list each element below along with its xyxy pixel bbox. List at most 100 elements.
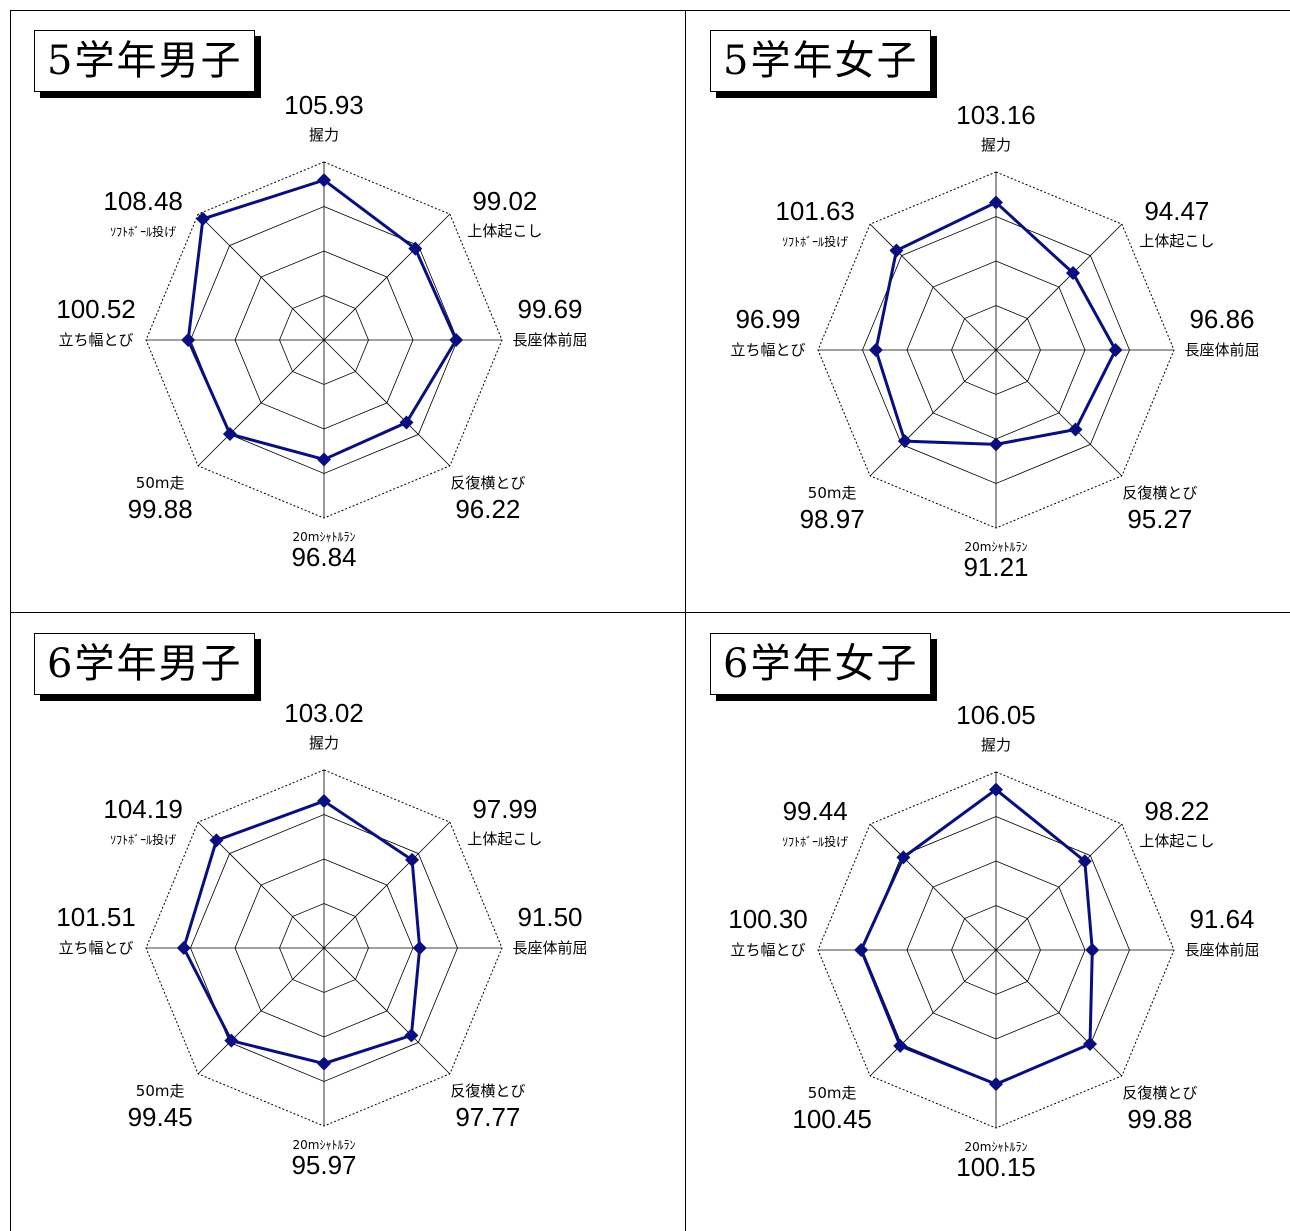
data-point-softball-throw [889,243,904,258]
radar-spoke [995,349,1123,477]
value-label-dash-50m: 100.45 [792,1104,872,1134]
value-label-sit-ups: 98.22 [1144,796,1209,826]
value-label-sit-and-reach: 91.64 [1189,904,1254,934]
value-label-softball-throw: 99.44 [783,796,848,826]
axis-label-side-step: 反復横とび [1122,484,1197,502]
value-label-shuttle-run: 100.15 [956,1152,1036,1182]
data-point-shuttle-run [317,1056,331,1071]
axis-label-sit-ups: 上体起こし [467,830,542,848]
chart-title: 5学年男子 [34,30,256,92]
axis-label-softball-throw: ｿﾌﾄﾎﾞｰﾙ投げ [782,834,848,849]
axis-label-dash-50m: 50m走 [136,1082,185,1100]
data-point-side-step [1083,1037,1098,1052]
value-label-grip: 105.93 [284,90,364,120]
data-point-side-step [404,1028,419,1043]
radar-chart: 105.93 握力 99.02 上体起こし 99.69 長座体前屈 96.22 反復横とび 96… [56,90,587,572]
axis-label-long-jump: 立ち幅とび [730,341,805,359]
axis-label-grip: 握力 [981,136,1011,154]
value-label-shuttle-run: 96.84 [291,542,356,572]
data-point-dash-50m [897,434,912,449]
radar-panel-6-girls: 6学年女子 106.05 握力 98.22 上体起こし 91.64 長座体前屈 99.88 反… [686,613,1290,1213]
axis-label-side-step: 反復横とび [450,474,525,492]
data-point-sit-and-reach [412,941,427,955]
value-label-long-jump: 96.99 [735,304,800,334]
data-point-long-jump [868,343,883,357]
axis-label-shuttle-run: 20mｼｬﾄﾙﾗﾝ [965,540,1028,554]
axis-label-dash-50m: 50m走 [808,1084,857,1102]
data-point-long-jump [854,943,869,957]
radar-chart: 103.16 握力 94.47 上体起こし 96.86 長座体前屈 95.27 反復横とび 91… [730,100,1259,582]
data-point-dash-50m [222,427,237,442]
data-point-sit-ups [1065,266,1080,281]
axis-label-long-jump: 立ち幅とび [58,939,133,957]
value-label-long-jump: 101.51 [56,902,136,932]
axis-label-shuttle-run: 20mｼｬﾄﾙﾗﾝ [293,530,356,544]
axis-label-dash-50m: 50m走 [136,474,185,492]
value-label-side-step: 95.27 [1127,504,1192,534]
series-line [859,787,1094,1086]
value-label-dash-50m: 98.97 [800,504,865,534]
radar-chart: 106.05 握力 98.22 上体起こし 91.64 長座体前屈 99.88 反復横とび 10… [728,700,1259,1182]
value-label-sit-and-reach: 96.86 [1189,304,1254,334]
radar-spoke [995,823,1123,951]
axis-label-sit-ups: 上体起こし [1139,832,1214,850]
value-label-shuttle-run: 95.97 [291,1150,356,1180]
data-point-dash-50m [893,1038,908,1053]
radar-panel-5-girls: 5学年女子 103.16 握力 94.47 上体起こし 96.86 長座体前屈 95.27 反… [686,10,1290,610]
data-point-grip [317,794,331,809]
axis-label-grip: 握力 [981,736,1011,754]
data-point-shuttle-run [989,1077,1003,1092]
radar-spoke [197,339,325,467]
chart-title: 5学年女子 [710,30,932,92]
radar-spoke [995,223,1123,351]
axis-label-side-step: 反復横とび [450,1082,525,1100]
value-label-softball-throw: 104.19 [103,794,183,824]
value-label-long-jump: 100.30 [728,904,808,934]
data-point-long-jump [176,941,191,955]
axis-label-softball-throw: ｿﾌﾄﾎﾞｰﾙ投げ [110,832,176,847]
value-label-softball-throw: 101.63 [775,196,855,226]
radar-spoke [869,823,997,951]
value-label-side-step: 97.77 [455,1102,520,1132]
value-label-sit-ups: 99.02 [472,186,537,216]
value-label-dash-50m: 99.45 [128,1102,193,1132]
axis-label-sit-ups: 上体起こし [1139,232,1214,250]
axis-label-sit-and-reach: 長座体前屈 [1184,941,1259,959]
data-point-sit-ups [405,852,420,867]
radar-panel-6-boys: 6学年男子 103.02 握力 97.99 上体起こし 91.50 長座体前屈 97.77 反… [10,613,680,1213]
axis-label-long-jump: 立ち幅とび [730,941,805,959]
radar-panel-5-boys: 5学年男子 105.93 握力 99.02 上体起こし 99.69 長座体前屈 96.22 反… [10,10,680,610]
axis-label-shuttle-run: 20mｼｬﾄﾙﾗﾝ [965,1140,1028,1154]
axis-label-long-jump: 立ち幅とび [58,331,133,349]
data-point-sit-and-reach [449,333,464,347]
value-label-dash-50m: 99.88 [128,494,193,524]
radar-spoke [869,349,997,477]
chart-title: 6学年女子 [710,633,932,695]
data-point-sit-and-reach [1085,943,1100,957]
data-point-softball-throw [896,850,911,865]
grid-divider-vertical [685,10,686,1231]
data-point-sit-ups [1077,854,1092,869]
value-label-sit-and-reach: 91.50 [517,902,582,932]
axis-label-sit-and-reach: 長座体前屈 [512,939,587,957]
data-point-sit-and-reach [1108,343,1123,357]
axis-label-softball-throw: ｿﾌﾄﾎﾞｰﾙ投げ [782,234,848,249]
data-point-dash-50m [224,1033,239,1048]
value-label-softball-throw: 108.48 [103,186,183,216]
value-label-grip: 106.05 [956,700,1036,730]
value-label-sit-ups: 97.99 [472,794,537,824]
radar-spoke [197,213,325,341]
radar-spoke [323,947,451,1075]
chart-grid-frame [10,10,1290,1231]
axis-label-side-step: 反復横とび [1122,1084,1197,1102]
data-point-grip [317,173,331,188]
value-label-side-step: 99.88 [1127,1104,1192,1134]
radar-spoke [869,223,997,351]
data-point-grip [989,782,1003,797]
series-line [186,178,458,462]
radar-spoke [995,949,1123,1077]
value-label-shuttle-run: 91.21 [963,552,1028,582]
radar-spoke [323,821,451,949]
value-label-side-step: 96.22 [455,494,520,524]
radar-spoke [197,947,325,1075]
